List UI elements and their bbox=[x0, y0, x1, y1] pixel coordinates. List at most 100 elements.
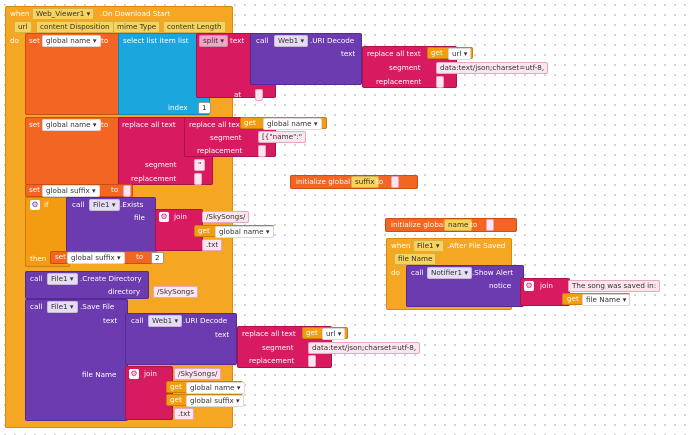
mime-segment-string-1[interactable]: data:text/json;charset=utf-8, bbox=[436, 62, 549, 74]
uri-decode-label-1: .URI Decode bbox=[310, 36, 355, 45]
outer-replacement-label: replacement bbox=[131, 174, 177, 183]
web1-dropdown-2[interactable]: Web1 bbox=[148, 315, 183, 327]
global-name-dropdown[interactable]: global name bbox=[42, 35, 101, 47]
index-label: index bbox=[168, 103, 188, 112]
url-dropdown-1[interactable]: url bbox=[448, 48, 472, 60]
init-global-label: initialize global bbox=[391, 220, 446, 229]
param-url[interactable]: url bbox=[14, 21, 32, 33]
global-suffix-dropdown-1[interactable]: global suffix bbox=[42, 185, 100, 197]
global-name-getter-2[interactable]: global name bbox=[215, 226, 274, 238]
join-label: join bbox=[174, 212, 187, 221]
get-label: get bbox=[567, 294, 579, 303]
url-dropdown-2[interactable]: url bbox=[322, 328, 346, 340]
when-label-2: when bbox=[391, 241, 411, 250]
outer-segment-string[interactable]: " bbox=[194, 159, 206, 171]
global-suffix-dropdown-2[interactable]: global suffix bbox=[67, 252, 125, 264]
web-viewer-dropdown[interactable]: Web_Viewer1 bbox=[32, 8, 95, 20]
replacement-string-1[interactable] bbox=[436, 76, 444, 88]
do-label: do bbox=[10, 36, 19, 45]
split-text-label: text bbox=[230, 36, 245, 45]
param-file-name[interactable]: file Name bbox=[394, 253, 437, 265]
if-gear-icon[interactable]: ⚙ bbox=[30, 200, 40, 210]
suffix-init-string[interactable] bbox=[391, 176, 399, 188]
split-at-string[interactable] bbox=[255, 89, 263, 101]
saved-message-string[interactable]: The song was saved in: bbox=[568, 280, 661, 292]
exists-file-label: file bbox=[134, 213, 145, 222]
set-label: set bbox=[29, 36, 40, 45]
call-label: call bbox=[30, 274, 43, 283]
txt-string-1[interactable]: .txt bbox=[202, 239, 223, 251]
name-var-name[interactable]: name bbox=[444, 219, 473, 231]
suffix-number-two[interactable]: 2 bbox=[151, 252, 164, 264]
sky-folder-string-2[interactable]: /SkySongs/ bbox=[174, 368, 222, 380]
set-label: set bbox=[55, 252, 66, 261]
file1-event-dropdown[interactable]: File1 bbox=[413, 240, 444, 252]
name-key-string[interactable]: [{"name":" bbox=[258, 131, 307, 143]
file1-dropdown-1[interactable]: File1 bbox=[89, 199, 120, 211]
suffix-var-name[interactable]: suffix bbox=[351, 176, 379, 188]
name-init-string[interactable] bbox=[486, 219, 494, 231]
do-label-2: do bbox=[391, 268, 400, 277]
replacement-label-2: replacement bbox=[249, 356, 295, 365]
to-label: to bbox=[101, 120, 109, 129]
get-label: get bbox=[431, 48, 443, 57]
split-at-label: at bbox=[234, 90, 242, 99]
global-name-getter-3[interactable]: global name bbox=[186, 382, 245, 394]
param-content-length[interactable]: content Length bbox=[163, 21, 226, 33]
param-mime-type[interactable]: mime Type bbox=[113, 21, 161, 33]
join-gear-icon[interactable]: ⚙ bbox=[159, 212, 169, 222]
replace-all-outer-label: replace all text bbox=[122, 120, 176, 129]
init-global-label: initialize global bbox=[296, 177, 351, 186]
directory-label: directory bbox=[108, 287, 141, 296]
to-label: to bbox=[111, 185, 119, 194]
join-gear-icon-3[interactable]: ⚙ bbox=[524, 281, 534, 291]
list-label: list bbox=[178, 36, 189, 45]
replacement-label-1: replacement bbox=[376, 77, 422, 86]
file-name-getter[interactable]: file Name bbox=[582, 294, 631, 306]
when-label: when bbox=[10, 9, 30, 18]
save-file-block[interactable] bbox=[25, 299, 128, 421]
mime-segment-string-2[interactable]: data:text/json;charset=utf-8, bbox=[308, 342, 421, 354]
sky-folder-string-1[interactable]: /SkySongs/ bbox=[202, 211, 250, 223]
segment-label-2: segment bbox=[262, 343, 294, 352]
file1-dropdown-2[interactable]: File1 bbox=[47, 273, 78, 285]
web1-dropdown-1[interactable]: Web1 bbox=[274, 35, 309, 47]
to-label: to bbox=[101, 36, 109, 45]
to-label: to bbox=[136, 252, 144, 261]
after-file-saved-label: .After File Saved bbox=[447, 241, 506, 250]
txt-string-2[interactable]: .txt bbox=[174, 408, 195, 420]
split-dropdown[interactable]: split bbox=[199, 35, 229, 47]
get-label: get bbox=[170, 395, 182, 404]
set-label: set bbox=[29, 120, 40, 129]
global-suffix-getter[interactable]: global suffix bbox=[186, 395, 244, 407]
global-name-dropdown-2[interactable]: global name bbox=[42, 119, 101, 131]
uri-text-label-2: text bbox=[215, 330, 230, 339]
create-directory-label: .Create Directory bbox=[80, 274, 142, 283]
param-content-disposition[interactable]: content Disposition bbox=[36, 21, 114, 33]
uri-decode-block-1[interactable] bbox=[250, 33, 362, 85]
join-label: join bbox=[144, 369, 157, 378]
index-number[interactable]: 1 bbox=[198, 102, 211, 114]
select-list-item-block[interactable] bbox=[118, 33, 210, 115]
if-label: if bbox=[44, 200, 49, 209]
segment-label-1: segment bbox=[389, 63, 421, 72]
get-label: get bbox=[244, 118, 256, 127]
join-gear-icon-2[interactable]: ⚙ bbox=[129, 369, 139, 379]
inner-replacement-string[interactable] bbox=[258, 145, 266, 157]
global-name-getter-1[interactable]: global name bbox=[263, 118, 322, 130]
replace-all-inner-label: replace all text bbox=[189, 120, 243, 129]
join-label: join bbox=[540, 281, 553, 290]
outer-replacement-string[interactable] bbox=[194, 173, 202, 185]
file1-dropdown-3[interactable]: File1 bbox=[47, 301, 78, 313]
replacement-string-2[interactable] bbox=[308, 355, 316, 367]
save-file-name-label: file Name bbox=[82, 370, 117, 379]
set-label: set bbox=[29, 185, 40, 194]
call-label: call bbox=[256, 36, 269, 45]
outer-segment-label: segment bbox=[145, 160, 177, 169]
create-directory-block[interactable] bbox=[25, 271, 149, 299]
replace-all-label-1: replace all text bbox=[367, 49, 421, 58]
notifier1-dropdown[interactable]: Notifier1 bbox=[427, 267, 472, 279]
suffix-empty-string-1[interactable] bbox=[123, 185, 131, 197]
uri-decode-label-2: .URI Decode bbox=[183, 316, 228, 325]
sky-dir-string[interactable]: /SkySongs bbox=[153, 286, 198, 298]
